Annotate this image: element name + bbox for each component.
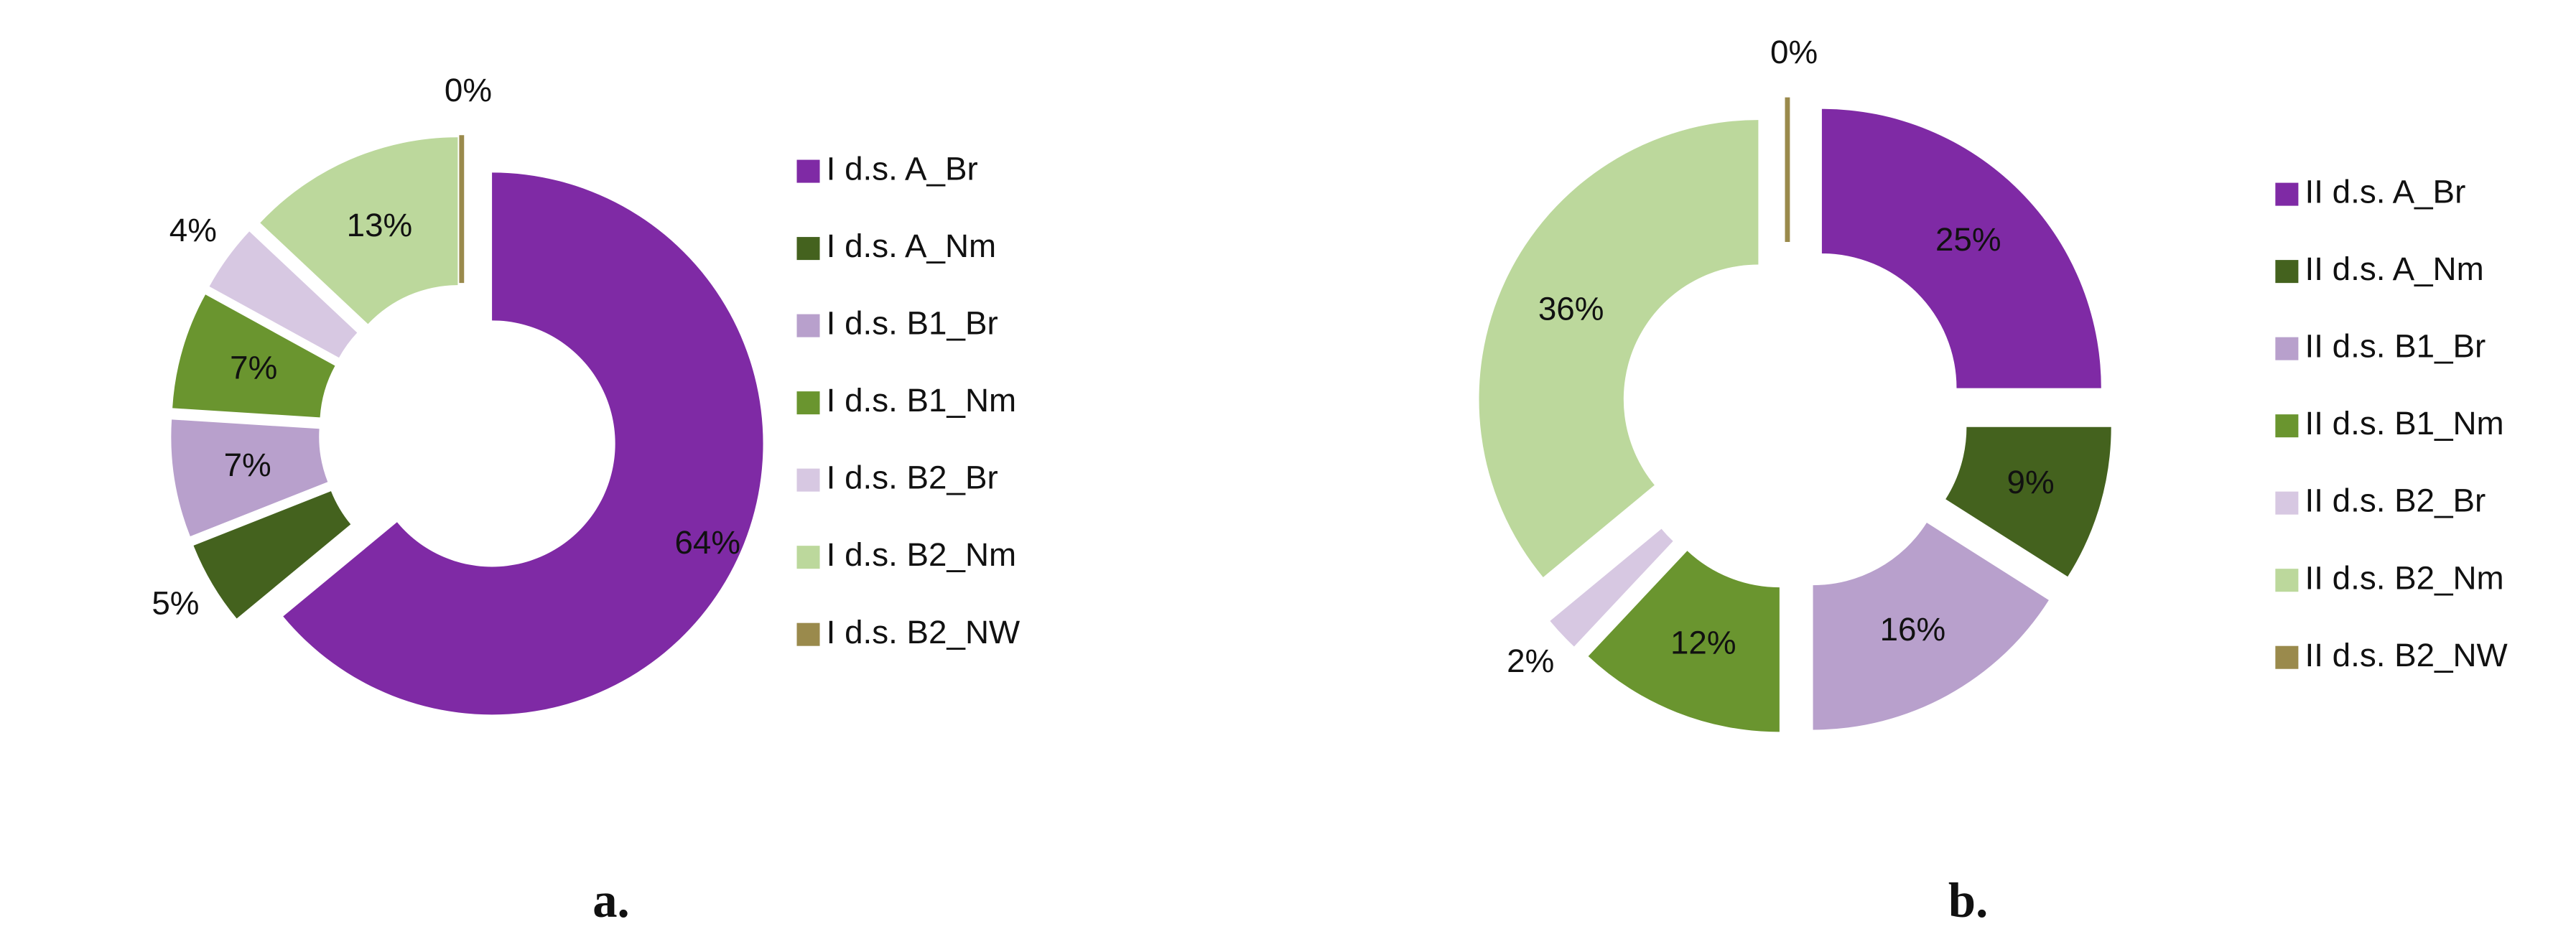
- data-label: 0%: [1770, 34, 1818, 70]
- legend-swatch: [2275, 260, 2299, 284]
- legend-swatch: [796, 468, 820, 492]
- legend-swatch: [796, 622, 820, 646]
- legend-swatch: [796, 546, 820, 569]
- data-label: 2%: [1507, 643, 1554, 679]
- legend-label: I d.s. B2_Br: [827, 459, 998, 496]
- legend-label: II d.s. A_Br: [2305, 174, 2466, 210]
- donut-segment: [171, 419, 328, 536]
- donut-segment: [1479, 120, 1759, 577]
- legend-label: I d.s. B1_Nm: [827, 382, 1016, 419]
- caption: a.: [592, 873, 629, 928]
- data-label: 0%: [445, 72, 492, 108]
- legend-swatch: [796, 314, 820, 337]
- data-label: 64%: [674, 524, 740, 561]
- legend-swatch: [796, 391, 820, 415]
- donut-segment: [1588, 551, 1780, 732]
- donut-segment: [283, 172, 763, 715]
- legend-label: I d.s. A_Nm: [827, 228, 996, 264]
- legend-label: I d.s. B2_NW: [827, 614, 1020, 650]
- data-label: 13%: [347, 207, 413, 243]
- donut-segment: [1821, 108, 2101, 388]
- legend-swatch: [2275, 337, 2299, 360]
- donut-segment: [172, 294, 335, 418]
- legend-label: II d.s. B2_Br: [2305, 482, 2486, 519]
- donut-segment: [1813, 523, 2049, 730]
- legend-swatch: [2275, 569, 2299, 592]
- legend-label: II d.s. B2_Nm: [2305, 559, 2504, 596]
- data-label: 9%: [2007, 464, 2055, 500]
- legend-swatch: [796, 237, 820, 261]
- donut-segment: [193, 491, 351, 619]
- legend-label: II d.s. B1_Nm: [2305, 405, 2504, 442]
- data-label: 7%: [230, 350, 277, 386]
- legend-label: II d.s. A_Nm: [2305, 251, 2484, 287]
- legend-label: II d.s. B1_Br: [2305, 328, 2486, 365]
- data-label: 25%: [1935, 221, 2001, 258]
- legend-label: I d.s. B1_Br: [827, 305, 998, 342]
- donut-segment: [1945, 426, 2111, 577]
- legend-swatch: [2275, 491, 2299, 515]
- data-label: 16%: [1880, 611, 1946, 648]
- donut-segment: [1550, 528, 1673, 647]
- legend-swatch: [796, 159, 820, 183]
- donut-segment: [260, 137, 458, 325]
- data-label: 12%: [1670, 625, 1736, 661]
- donut-segment: [209, 231, 358, 358]
- data-label: 7%: [224, 447, 271, 483]
- legend-label: I d.s. B2_Nm: [827, 536, 1016, 573]
- legend-label: I d.s. A_Br: [827, 151, 978, 187]
- legend-swatch: [2275, 645, 2299, 669]
- caption: b.: [1948, 873, 1988, 928]
- data-label: 36%: [1538, 290, 1604, 327]
- legend-label: II d.s. B2_NW: [2305, 637, 2508, 673]
- data-label: 4%: [169, 212, 217, 248]
- data-label: 5%: [152, 584, 199, 621]
- legend-swatch: [2275, 182, 2299, 206]
- legend-swatch: [2275, 414, 2299, 438]
